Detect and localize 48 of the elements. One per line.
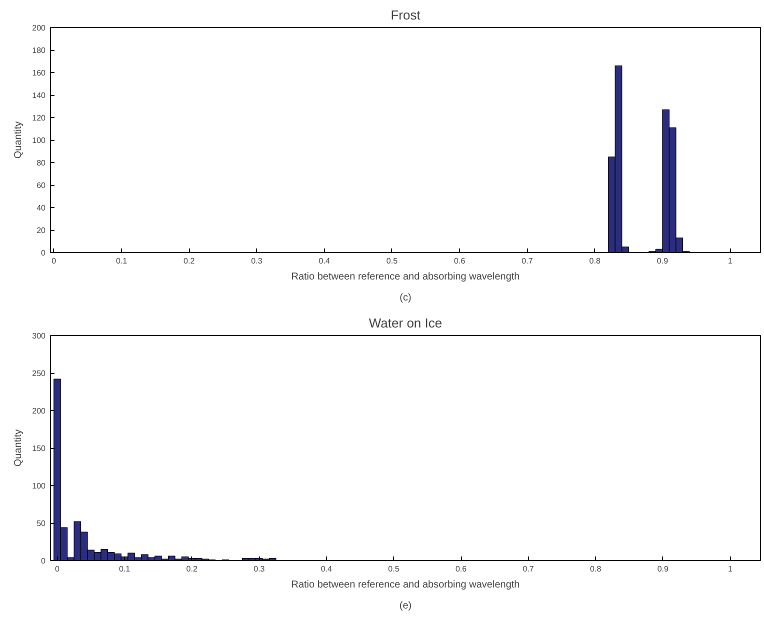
x-tick-label: 0.8 xyxy=(589,256,601,266)
y-tick-label: 200 xyxy=(32,24,46,32)
y-axis-title: Quantity xyxy=(13,121,24,159)
x-tick-label: 0.8 xyxy=(590,564,602,574)
y-axis-title: Quantity xyxy=(13,429,24,467)
x-tick-label: 0.5 xyxy=(388,564,400,574)
x-tick-label: 0.5 xyxy=(386,256,398,266)
text: (c) xyxy=(400,292,412,304)
x-tick-label: 0.6 xyxy=(455,564,468,574)
y-tick-label: 140 xyxy=(32,91,46,100)
y-tick-label: 180 xyxy=(32,46,46,55)
y-tick-label: 250 xyxy=(32,369,46,378)
y-tick-label: 100 xyxy=(32,482,46,490)
y-tick-label: 300 xyxy=(32,332,46,340)
y-tick-label: 120 xyxy=(32,114,46,122)
x-tick-label: 1 xyxy=(728,256,733,266)
x-axis-title: Ratio between reference and absorbing wavelength xyxy=(291,580,520,590)
y-tick-label: 160 xyxy=(32,68,46,78)
chart-title: Water on Ice xyxy=(368,316,442,330)
x-axis-title: Ratio between reference and absorbing wavelength xyxy=(291,272,520,282)
x-tick-label: 0.2 xyxy=(184,256,196,266)
x-tick-label: 0.1 xyxy=(116,256,128,266)
y-tick-label: 80 xyxy=(36,158,46,168)
x-tick-label: 1 xyxy=(728,564,733,574)
y-tick-label: 0 xyxy=(41,248,46,258)
chart-title: Frost xyxy=(390,8,421,22)
x-tick-label: 0.3 xyxy=(254,564,266,574)
y-tick-label: 200 xyxy=(32,406,46,416)
y-tick-label: 20 xyxy=(36,226,46,235)
x-tick-label: 0.4 xyxy=(318,256,330,266)
text: (e) xyxy=(399,600,412,612)
x-tick-label: 0 xyxy=(55,564,60,574)
y-tick-label: 0 xyxy=(41,556,46,566)
x-tick-label: 0.4 xyxy=(320,564,333,574)
x-tick-label: 0.3 xyxy=(251,256,263,266)
x-tick-label: 0.6 xyxy=(454,256,466,266)
x-tick-label: 0.1 xyxy=(118,564,131,574)
y-tick-label: 40 xyxy=(36,204,46,212)
x-tick-label: 0 xyxy=(52,256,57,266)
x-tick-label: 0.9 xyxy=(656,256,669,266)
x-tick-label: 0.7 xyxy=(522,564,534,574)
x-tick-label: 0.9 xyxy=(657,564,670,574)
x-tick-label: 0.7 xyxy=(522,256,534,266)
y-tick-label: 60 xyxy=(36,181,46,190)
x-tick-label: 0.2 xyxy=(186,564,198,574)
y-tick-label: 50 xyxy=(36,519,46,528)
y-tick-label: 100 xyxy=(32,136,46,145)
y-tick-label: 150 xyxy=(32,444,46,453)
